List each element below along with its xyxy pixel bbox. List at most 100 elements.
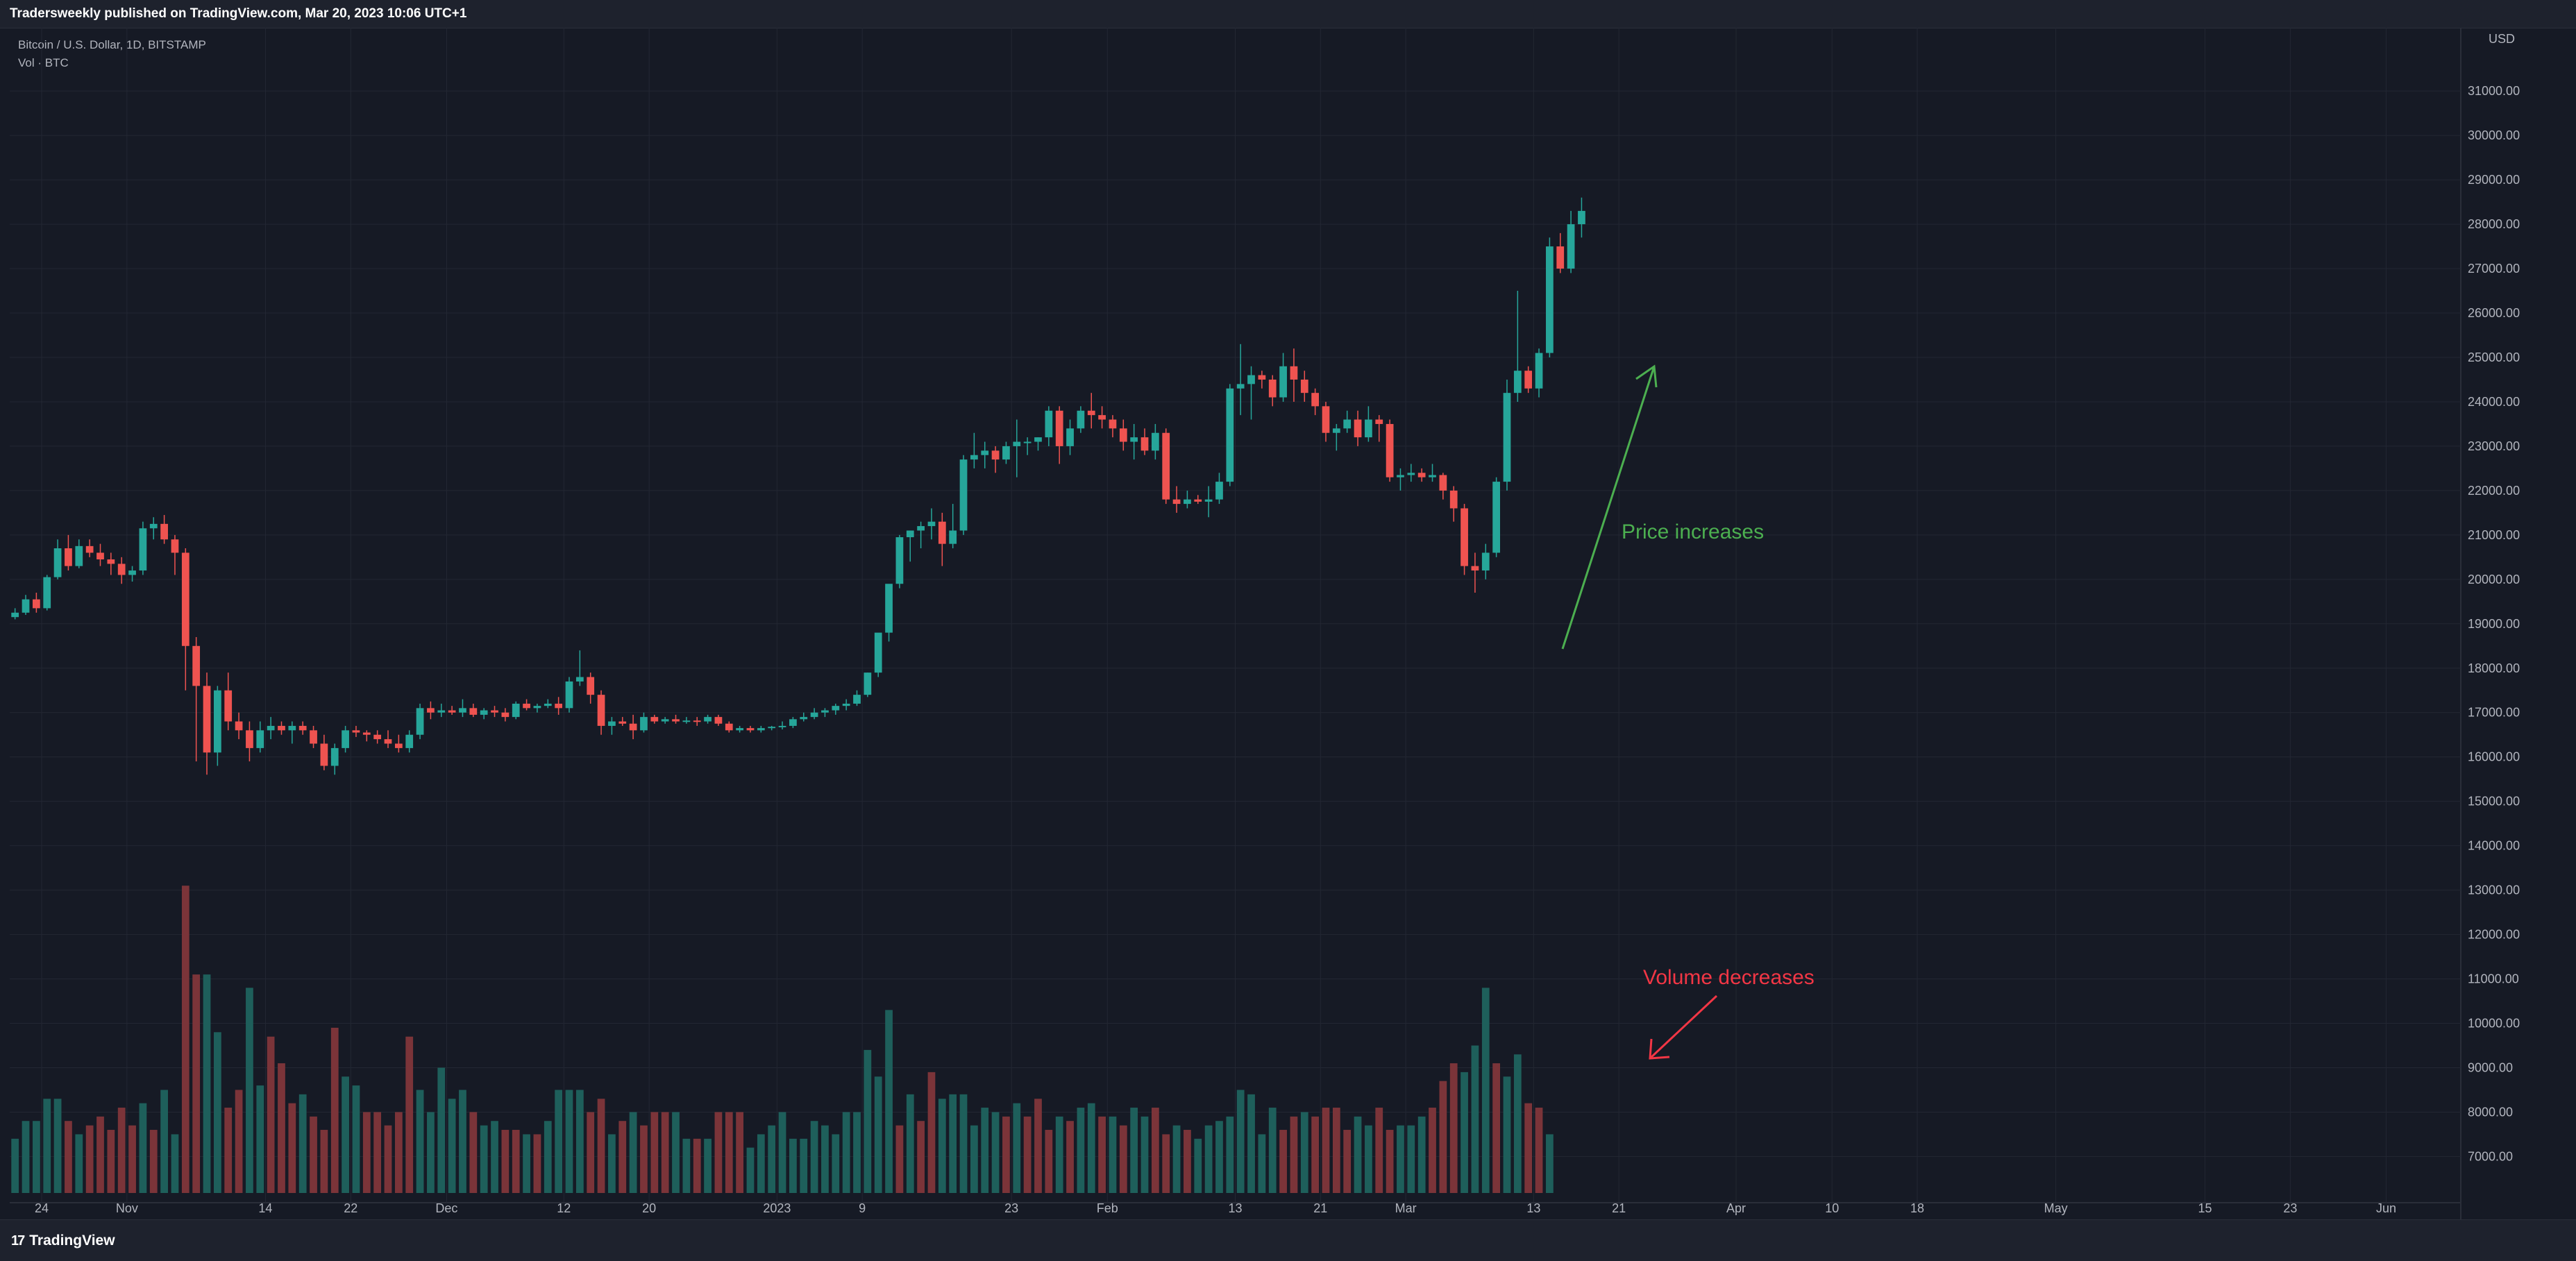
x-tick-label: 9 <box>859 1201 866 1215</box>
candle-body <box>1481 552 1490 571</box>
volume-bar <box>821 1125 829 1193</box>
y-tick-label: 25000.00 <box>2468 350 2520 364</box>
candle-body <box>970 455 978 460</box>
y-tick-label: 22000.00 <box>2468 484 2520 498</box>
candle-body <box>22 599 30 613</box>
volume-bar <box>1407 1125 1415 1193</box>
candle-body <box>384 739 392 744</box>
candle-body <box>874 632 882 673</box>
volume-bar <box>1290 1116 1298 1193</box>
volume-bar <box>533 1134 541 1193</box>
candle-body <box>1013 441 1021 446</box>
candle-body <box>224 690 233 722</box>
volume-bar <box>895 1125 904 1193</box>
volume-bar <box>320 1130 328 1193</box>
candle-body <box>1300 379 1308 393</box>
volume-bar <box>1034 1099 1042 1193</box>
trend-arrow-up-head <box>1635 364 1658 388</box>
candle-body <box>1449 490 1458 509</box>
candle-body <box>235 721 243 731</box>
symbol-label: Bitcoin / U.S. Dollar, 1D, BITSTAMP <box>18 38 206 51</box>
candle-body <box>1439 475 1447 491</box>
volume-bar <box>693 1138 701 1193</box>
x-tick-label: 10 <box>1825 1201 1839 1215</box>
volume-bar <box>555 1090 563 1193</box>
candle-body <box>85 545 94 553</box>
candle-body <box>342 730 349 748</box>
trend-arrow-down-head <box>1649 1038 1670 1060</box>
volume-bar <box>160 1090 168 1193</box>
volume-label: Vol · BTC <box>18 56 69 69</box>
volume-bar <box>959 1094 968 1193</box>
candle-body <box>555 703 563 709</box>
candle-body <box>1162 432 1170 500</box>
y-tick-label: 12000.00 <box>2468 928 2520 942</box>
candle-body <box>362 732 371 735</box>
volume-bar <box>480 1125 488 1193</box>
volume-bar <box>1066 1121 1074 1193</box>
volume-bar <box>650 1112 659 1193</box>
volume-bar <box>1546 1134 1554 1193</box>
volume-bar <box>310 1116 317 1193</box>
volume-bar <box>575 1090 584 1193</box>
tradingview-logo[interactable]: 17 TradingView <box>11 1233 115 1249</box>
volume-bar <box>75 1134 83 1193</box>
candle-body <box>213 690 221 753</box>
volume-bar <box>938 1099 946 1193</box>
volume-bar <box>1460 1072 1468 1193</box>
candle-body <box>181 552 190 646</box>
candle-body <box>330 747 339 766</box>
x-tick-label: 12 <box>557 1201 571 1215</box>
volume-bar <box>1503 1076 1511 1193</box>
candle-body <box>533 706 541 709</box>
candle-body <box>1002 446 1010 460</box>
volume-bar <box>672 1112 680 1193</box>
y-tick-label: 15000.00 <box>2468 795 2520 809</box>
candle-body <box>459 708 466 713</box>
candle-body <box>1546 246 1554 353</box>
candle-body <box>1578 210 1585 225</box>
volume-bar <box>11 1138 19 1193</box>
candle-body <box>298 725 307 731</box>
x-tick-label: 2023 <box>763 1201 791 1215</box>
volume-bar <box>608 1134 616 1193</box>
volume-bar <box>298 1094 307 1193</box>
volume-bar <box>330 1027 339 1193</box>
candle-body <box>1375 419 1383 424</box>
volume-bar <box>1226 1116 1234 1193</box>
volume-bar <box>842 1112 850 1193</box>
volume-bar <box>1332 1108 1340 1193</box>
volume-bar <box>96 1116 104 1193</box>
candle-body <box>895 537 904 584</box>
volume-bar <box>224 1108 233 1193</box>
candle-body <box>1535 353 1543 389</box>
candle-body <box>1066 428 1074 446</box>
candle-body <box>1023 441 1032 443</box>
trend-arrow-down <box>1649 995 1718 1060</box>
x-tick-label: 23 <box>1004 1201 1018 1215</box>
volume-bar <box>1236 1090 1245 1193</box>
candle-body <box>394 743 403 748</box>
candle-body <box>1397 475 1404 477</box>
volume-bar <box>288 1103 296 1193</box>
volume-bar <box>85 1125 94 1193</box>
volume-bar <box>405 1036 414 1193</box>
candle-body <box>405 734 414 748</box>
volume-bar <box>427 1112 435 1193</box>
volume-bar <box>640 1125 648 1193</box>
y-tick-label: 28000.00 <box>2468 217 2520 231</box>
volume-bar <box>65 1121 72 1193</box>
candle-body <box>246 730 253 748</box>
volume-bar <box>757 1134 765 1193</box>
x-tick-label: 18 <box>1910 1201 1924 1215</box>
candle-body <box>800 717 808 720</box>
volume-bar <box>469 1112 478 1193</box>
price-chart[interactable]: 31000.00 30000.00 29000.00 28000.00 27000.00… <box>0 0 2576 1219</box>
candle-body <box>117 564 126 575</box>
candle-body <box>768 727 776 729</box>
volume-bar <box>597 1099 605 1193</box>
volume-bar <box>768 1125 776 1193</box>
candle-body <box>736 728 743 731</box>
volume-bar <box>1184 1130 1191 1193</box>
volume-bar <box>1077 1108 1085 1193</box>
